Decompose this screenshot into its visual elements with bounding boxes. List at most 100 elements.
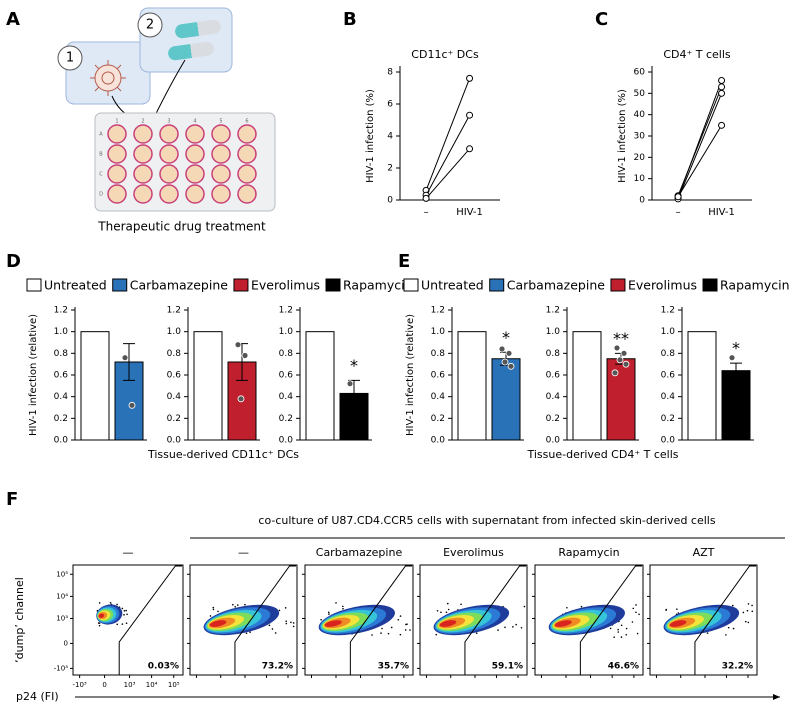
x-tick-label: – bbox=[676, 207, 681, 218]
y-tick-label: 10³ bbox=[56, 614, 68, 622]
gate-percent: 73.2% bbox=[262, 662, 293, 672]
step-number: 2 bbox=[146, 18, 154, 33]
event-dot bbox=[109, 601, 112, 604]
event-dot bbox=[635, 604, 637, 606]
event-dot bbox=[285, 622, 288, 625]
event-dot bbox=[751, 604, 753, 607]
event-dot bbox=[268, 624, 271, 627]
event-dot bbox=[209, 615, 212, 617]
x-tick-label: 10³ bbox=[124, 681, 136, 689]
gate-percent: 0.03% bbox=[148, 662, 179, 672]
event-dot bbox=[399, 615, 402, 617]
event-dot bbox=[520, 626, 523, 629]
event-dot bbox=[447, 608, 450, 611]
event-dot bbox=[566, 606, 568, 609]
event-dot bbox=[98, 624, 101, 627]
event-dot bbox=[125, 609, 127, 612]
point bbox=[728, 354, 736, 362]
y-tick-label: 0.0 bbox=[54, 436, 69, 446]
significance: * bbox=[502, 328, 510, 347]
legend-label: Carbamazepine bbox=[507, 278, 606, 293]
y-tick-label: 1.0 bbox=[431, 327, 446, 337]
y-tick-label: 8 bbox=[387, 68, 393, 78]
event-dot bbox=[97, 622, 100, 624]
event-dot bbox=[285, 620, 287, 623]
x-tick-label: -10³ bbox=[72, 681, 86, 689]
event-dot bbox=[676, 608, 678, 610]
legend-swatch bbox=[403, 278, 419, 292]
y-tick-label: 1.0 bbox=[279, 327, 294, 337]
event-dot bbox=[342, 605, 344, 608]
y-tick-label: 0.8 bbox=[546, 349, 561, 359]
event-dot bbox=[405, 623, 407, 626]
event-dot bbox=[274, 632, 277, 634]
point bbox=[121, 354, 129, 362]
well bbox=[133, 164, 153, 184]
gate bbox=[234, 565, 296, 675]
event-dot bbox=[125, 622, 128, 625]
point bbox=[466, 74, 474, 82]
legend-label: Untreated bbox=[421, 278, 484, 293]
event-dot bbox=[284, 607, 287, 609]
significance: * bbox=[732, 339, 740, 358]
event-dot bbox=[399, 633, 402, 636]
event-dot bbox=[387, 632, 390, 635]
well bbox=[133, 144, 153, 164]
event-dot bbox=[512, 626, 514, 628]
pair-line bbox=[425, 148, 470, 199]
well bbox=[185, 124, 205, 144]
density bbox=[324, 620, 342, 627]
point bbox=[613, 344, 621, 352]
bar bbox=[687, 331, 717, 441]
step-badge bbox=[57, 45, 83, 71]
point bbox=[501, 358, 509, 366]
event-dot bbox=[381, 627, 383, 630]
sample-label: Rapamycin bbox=[558, 546, 619, 559]
point bbox=[718, 77, 726, 85]
sample-label: Everolimus bbox=[443, 546, 504, 559]
event-dot bbox=[706, 632, 709, 634]
y-tick-label: 0.6 bbox=[54, 371, 69, 381]
event-dot bbox=[625, 627, 628, 630]
y-tick-label: 1.0 bbox=[54, 327, 69, 337]
y-tick-label: 0.2 bbox=[546, 414, 560, 424]
plot-frame bbox=[72, 564, 184, 676]
point bbox=[622, 360, 630, 368]
event-dot bbox=[121, 607, 124, 610]
y-tick-label: 1.0 bbox=[661, 327, 676, 337]
event-dot bbox=[504, 626, 506, 629]
pair-line bbox=[677, 93, 723, 200]
event-dot bbox=[292, 622, 295, 624]
panel-letter: E bbox=[398, 251, 410, 272]
bar bbox=[80, 331, 110, 441]
y-axis-label: HIV-1 infection (relative) bbox=[28, 314, 39, 436]
well bbox=[107, 164, 127, 184]
chart-title: CD11c⁺ DCs bbox=[411, 48, 479, 61]
y-tick-label: 0.8 bbox=[661, 349, 676, 359]
sample-label: AZT bbox=[693, 546, 715, 559]
point bbox=[498, 345, 506, 353]
y-tick-label: 0.8 bbox=[54, 349, 69, 359]
sample-label: Carbamazepine bbox=[316, 546, 403, 559]
y-tick-label: 0.0 bbox=[661, 436, 676, 446]
event-dot bbox=[620, 624, 623, 627]
y-tick-label: 1.0 bbox=[546, 327, 561, 337]
event-dot bbox=[234, 605, 237, 608]
event-dot bbox=[732, 627, 735, 630]
y-tick-label: 0.0 bbox=[167, 436, 182, 446]
event-dot bbox=[620, 636, 623, 638]
x-axis-label: p24 (FI) bbox=[16, 690, 59, 703]
event-dot bbox=[446, 602, 449, 605]
legend-swatch bbox=[610, 278, 626, 292]
y-tick-label: 10⁴ bbox=[56, 592, 68, 600]
legend-swatch bbox=[702, 278, 718, 292]
chart-title: CD4⁺ T cells bbox=[663, 48, 731, 61]
panel-letter: B bbox=[343, 9, 357, 30]
plate-row: B bbox=[99, 152, 103, 158]
event-dot bbox=[116, 623, 119, 626]
legend-swatch bbox=[112, 278, 128, 292]
event-dot bbox=[236, 604, 239, 606]
significance: ** bbox=[613, 329, 629, 348]
point bbox=[234, 341, 242, 349]
